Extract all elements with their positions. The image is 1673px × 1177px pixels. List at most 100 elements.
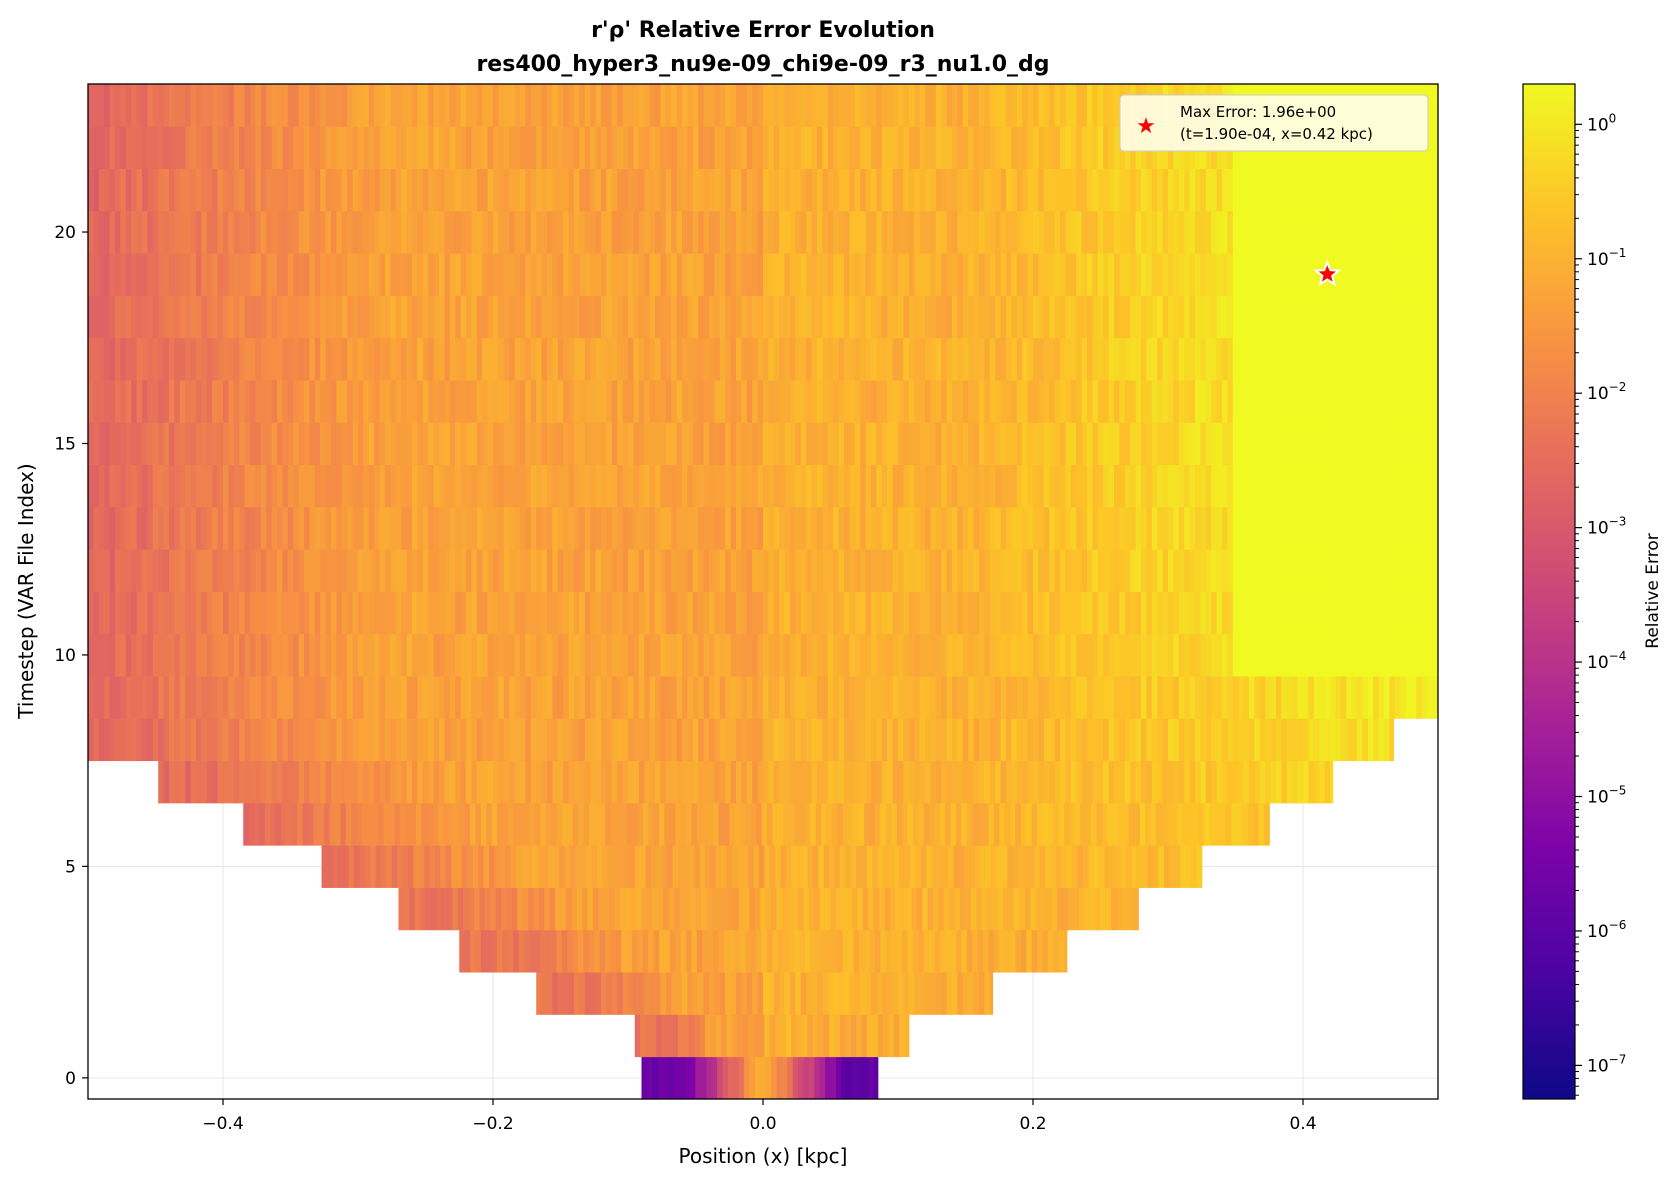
heatmap-cell — [1243, 168, 1250, 212]
heatmap-cell — [422, 84, 429, 127]
heatmap-cell — [190, 464, 197, 508]
heatmap-cell — [730, 253, 737, 296]
heatmap-cell — [1340, 549, 1347, 592]
heatmap-cell — [927, 887, 934, 931]
heatmap-cell — [443, 802, 450, 846]
heatmap-cell — [385, 760, 391, 804]
heatmap-cell — [557, 972, 564, 1015]
heatmap-cell — [325, 718, 332, 762]
heatmap-cell — [908, 591, 915, 635]
heatmap-cell — [957, 380, 964, 423]
heatmap-cell — [1394, 253, 1401, 296]
heatmap-cell — [525, 84, 532, 127]
heatmap-cell — [698, 676, 705, 719]
heatmap-cell — [892, 295, 899, 339]
heatmap-cell — [1108, 126, 1115, 169]
heatmap-cell — [579, 253, 586, 296]
heatmap-cell — [422, 253, 429, 296]
heatmap-cell — [390, 84, 397, 127]
heatmap-cell — [827, 549, 834, 592]
heatmap-cell — [331, 295, 337, 339]
heatmap-cell — [1119, 422, 1126, 466]
heatmap-cell — [703, 676, 710, 719]
heatmap-cell — [255, 464, 262, 508]
heatmap-cell — [880, 802, 887, 846]
heatmap-cell — [88, 549, 94, 592]
heatmap-cell — [925, 591, 931, 635]
heatmap-cell — [455, 168, 462, 212]
heatmap-cell — [1081, 591, 1088, 635]
heatmap-cell — [1265, 380, 1272, 423]
heatmap-cell — [390, 633, 397, 677]
heatmap-cell — [814, 887, 821, 931]
heatmap-cell — [142, 591, 148, 635]
heatmap-cell — [163, 549, 170, 592]
heatmap-cell — [687, 337, 694, 381]
heatmap-cell — [98, 718, 105, 762]
heatmap-cell — [433, 337, 440, 381]
heatmap-cell — [1416, 253, 1423, 296]
heatmap-cell — [332, 845, 339, 888]
heatmap-cell — [1161, 802, 1168, 846]
heatmap-cell — [169, 422, 175, 466]
heatmap-cell — [730, 633, 737, 677]
heatmap-cell — [903, 168, 910, 212]
heatmap-cell — [1346, 676, 1353, 719]
heatmap-cell — [88, 464, 94, 508]
heatmap-cell — [857, 1056, 864, 1099]
heatmap-cell — [460, 718, 467, 762]
heatmap-cell — [1427, 168, 1434, 212]
heatmap-cell — [476, 126, 483, 169]
heatmap-cell — [1211, 210, 1218, 254]
heatmap-cell — [914, 676, 921, 719]
heatmap-cell — [174, 84, 181, 127]
heatmap-cell — [1313, 464, 1320, 508]
heatmap-cell — [811, 549, 818, 592]
heatmap-cell — [341, 718, 348, 762]
heatmap-cell — [223, 126, 229, 169]
heatmap-cell — [1330, 506, 1336, 550]
heatmap-cell — [1135, 676, 1142, 719]
heatmap-cell — [795, 549, 802, 592]
heatmap-cell — [475, 929, 482, 973]
heatmap-cell — [779, 84, 786, 127]
heatmap-cell — [1389, 253, 1396, 296]
heatmap-cell — [239, 718, 246, 762]
heatmap-cell — [584, 253, 591, 296]
heatmap-cell — [780, 1014, 787, 1058]
heatmap-cell — [336, 337, 343, 381]
heatmap-cell — [104, 210, 111, 254]
heatmap-cell — [1089, 887, 1096, 931]
heatmap-cell — [201, 676, 208, 719]
heatmap-cell — [293, 464, 300, 508]
heatmap-cell — [1027, 633, 1034, 677]
heatmap-cell — [244, 591, 251, 635]
heatmap-cell — [223, 210, 229, 254]
heatmap-cell — [1033, 422, 1039, 466]
heatmap-cell — [1081, 549, 1088, 592]
heatmap-cell — [1022, 633, 1029, 677]
heatmap-cell — [703, 549, 710, 592]
heatmap-cell — [244, 84, 251, 127]
heatmap-cell — [1394, 464, 1401, 508]
heatmap-cell — [1297, 380, 1304, 423]
heatmap-cell — [605, 802, 612, 846]
heatmap-cell — [1205, 676, 1212, 719]
heatmap-cell — [158, 337, 165, 381]
heatmap-cell — [601, 506, 607, 550]
heatmap-cell — [887, 506, 894, 550]
heatmap-cell — [352, 210, 359, 254]
heatmap-cell — [934, 802, 941, 846]
heatmap-cell — [1065, 380, 1072, 423]
heatmap-cell — [233, 253, 240, 296]
heatmap-cell — [358, 464, 364, 508]
heatmap-cell — [655, 760, 661, 804]
heatmap-cell — [147, 718, 154, 762]
heatmap-cell — [466, 676, 472, 719]
heatmap-cell — [811, 464, 818, 508]
heatmap-cell — [1232, 633, 1239, 677]
heatmap-cell — [1049, 549, 1056, 592]
heatmap-cell — [898, 464, 904, 508]
heatmap-cell — [919, 549, 926, 592]
heatmap-cell — [520, 633, 526, 677]
